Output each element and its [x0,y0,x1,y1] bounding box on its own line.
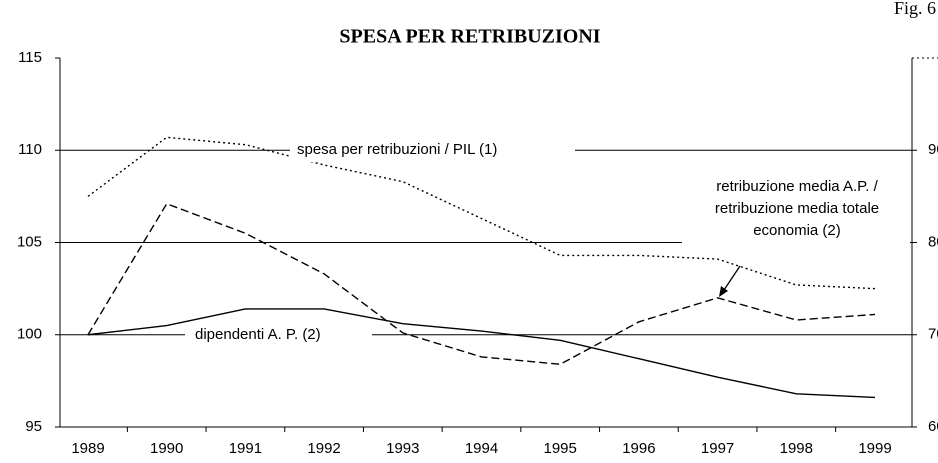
x-tick-label: 1994 [465,440,498,457]
x-tick-label: 1999 [858,440,891,457]
y2-tick-label: 80 [928,233,938,250]
figure-label: Fig. 6 [894,0,936,18]
series-label: spesa per retribuzioni / PIL (1) [297,141,497,158]
series-label: economia (2) [753,222,841,239]
arrow-head [719,286,728,297]
x-tick-label: 1991 [229,440,262,457]
arrow [721,265,741,294]
y-tick-label: 100 [17,326,42,343]
series-line [87,308,876,399]
chart-title: SPESA PER RETRIBUZIONI [339,26,600,48]
series-line [87,136,876,290]
series-line [87,202,876,365]
x-tick-label: 1989 [71,440,104,457]
y-tick-label: 110 [18,141,42,158]
y2-tick-label: 90 [928,141,938,158]
y2-tick-label: 70 [928,326,938,343]
y-tick-label: 115 [18,49,42,66]
x-tick-label: 1995 [544,440,577,457]
label-bg [682,175,910,253]
x-tick-label: 1990 [150,440,183,457]
label-bg [185,323,372,347]
x-tick-label: 1992 [307,440,340,457]
plot [87,136,876,399]
annotations: spesa per retribuzioni / PIL (1) dipende… [185,138,910,347]
y-tick-label: 95 [25,418,42,435]
label-bg [290,138,575,162]
y2-tick-label: 60 [928,418,938,435]
series-label: retribuzione media A.P. / [716,178,878,195]
x-tick-label: 1993 [386,440,419,457]
y-tick-label: 105 [17,233,42,250]
x-tick-label: 1998 [780,440,813,457]
series-label: dipendenti A. P. (2) [195,326,321,343]
x-tick-label: 1997 [701,440,734,457]
series-label: retribuzione media totale [715,200,879,217]
x-tick-label: 1996 [622,440,655,457]
